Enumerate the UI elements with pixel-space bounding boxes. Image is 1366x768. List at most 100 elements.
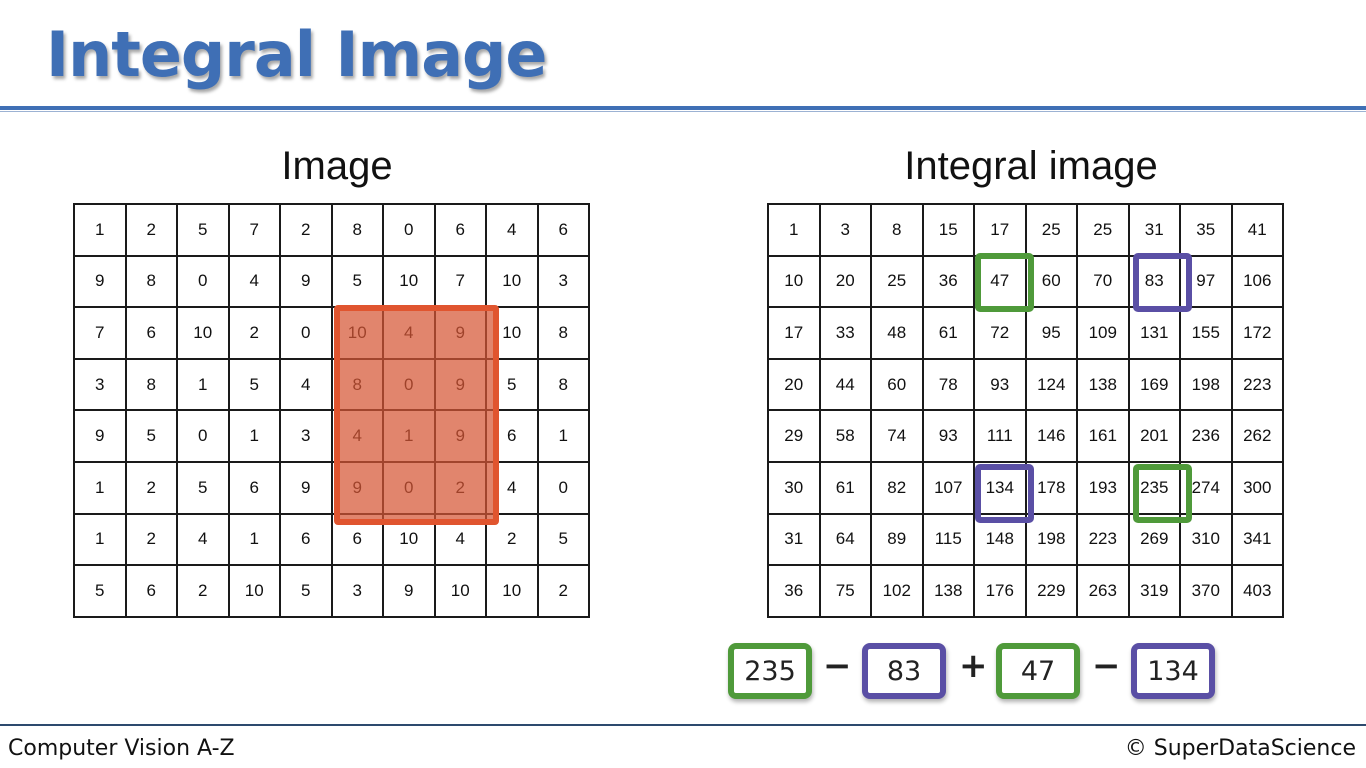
integral-grid-cell: 61 (921, 306, 975, 360)
integral-grid-cell: 78 (921, 357, 975, 412)
integral-grid-row: 20 44 60 78 93 124 138 169 198 223 (767, 357, 1284, 412)
integral-grid-cell: 161 (1076, 409, 1130, 463)
integral-grid-cell: 236 (1179, 409, 1233, 463)
image-grid-cell: 0 (279, 306, 333, 360)
image-grid-cell: 0 (382, 203, 436, 257)
image-grid-cell: 6 (279, 512, 333, 567)
image-grid-cell: 10 (227, 564, 281, 618)
integral-grid-cell: 106 (1230, 254, 1284, 309)
integral-grid-cell: 82 (870, 460, 924, 515)
integral-grid-cell: 109 (1076, 306, 1130, 360)
image-grid-cell: 1 (176, 357, 230, 412)
image-grid-cell: 3 (330, 564, 384, 618)
image-grid-row: 3815480958 (73, 357, 590, 412)
image-grid-cell: 8 (536, 357, 590, 412)
integral-grid-cell: 75 (818, 564, 872, 618)
highlighted-region (334, 305, 499, 525)
integral-grid-cell: 29 (767, 409, 821, 463)
integral-grid-cell: 93 (921, 409, 975, 463)
image-grid-cell: 9 (279, 460, 333, 515)
image-grid-cell: 5 (124, 409, 178, 463)
integral-grid-cell: 8 (870, 203, 924, 257)
image-grid-row: 1 2 4 1 6 6 10 4 2 5 (73, 512, 590, 567)
integral-grid-cell: 10 (767, 254, 821, 309)
integral-grid-cell: 15 (921, 203, 975, 257)
image-grid-cell: 6 (536, 203, 590, 257)
image-grid: 1257280646980495107103761020104910838154… (73, 203, 590, 618)
image-grid-cell: 1 (73, 512, 127, 567)
corner-highlight-bottom-right (1133, 464, 1192, 523)
image-grid-cell: 9 (279, 254, 333, 309)
corner-highlight-top-left (975, 253, 1034, 312)
image-grid-cell: 6 (433, 203, 487, 257)
integral-grid-heading: Integral image (904, 144, 1158, 188)
integral-grid-cell: 201 (1127, 409, 1181, 463)
image-grid-cell: 6 (124, 564, 178, 618)
integral-grid-cell: 48 (870, 306, 924, 360)
integral-grid-cell: 31 (767, 512, 821, 567)
integral-grid-cell: 319 (1127, 564, 1181, 618)
image-grid-cell: 8 (124, 357, 178, 412)
image-grid-cell: 9 (73, 254, 127, 309)
image-grid-cell: 2 (279, 203, 333, 257)
integral-grid-cell: 102 (870, 564, 924, 618)
image-grid-cell: 5 (536, 512, 590, 567)
image-grid-cell: 2 (536, 564, 590, 618)
integral-grid-cell: 3 (818, 203, 872, 257)
integral-grid-cell: 61 (818, 460, 872, 515)
integral-grid-cell: 25 (1024, 203, 1078, 257)
image-grid-cell: 7 (73, 306, 127, 360)
integral-grid-cell: 300 (1230, 460, 1284, 515)
copyright: © SuperDataScience (1124, 736, 1356, 761)
equation-minus-2: − (1092, 646, 1121, 686)
course-name: Computer Vision A-Z (8, 736, 235, 761)
image-grid-cell: 4 (176, 512, 230, 567)
integral-grid-cell: 1 (767, 203, 821, 257)
integral-grid-cell: 131 (1127, 306, 1181, 360)
image-grid-cell: 10 (485, 564, 539, 618)
image-grid-cell: 8 (124, 254, 178, 309)
image-grid-cell: 8 (536, 306, 590, 360)
corner-highlight-top-right (1133, 253, 1192, 312)
image-grid-cell: 2 (124, 203, 178, 257)
image-grid-row: 9501341961 (73, 409, 590, 463)
image-grid-cell: 1 (73, 460, 127, 515)
image-grid-cell: 6 (124, 306, 178, 360)
integral-grid-cell: 155 (1179, 306, 1233, 360)
equation-term-134: 134 (1131, 643, 1215, 699)
integral-grid-cell: 172 (1230, 306, 1284, 360)
image-grid-row: 1256990240 (73, 460, 590, 515)
image-grid-cell: 2 (124, 460, 178, 515)
corner-highlight-bottom-left (975, 464, 1034, 523)
integral-grid-cell: 124 (1024, 357, 1078, 412)
integral-grid-cell: 60 (870, 357, 924, 412)
image-grid-cell: 1 (227, 512, 281, 567)
integral-grid-cell: 72 (973, 306, 1027, 360)
integral-grid-cell: 36 (767, 564, 821, 618)
integral-grid-cell: 31 (1127, 203, 1181, 257)
integral-grid-row: 36 75 102 138 176 229 263 319 370 403 (767, 564, 1284, 618)
image-grid-cell: 3 (73, 357, 127, 412)
equation-plus: + (959, 646, 988, 686)
image-grid-cell: 4 (485, 203, 539, 257)
integral-grid-cell: 169 (1127, 357, 1181, 412)
image-grid-cell: 2 (124, 512, 178, 567)
image-grid-cell: 5 (73, 564, 127, 618)
image-grid-cell: 4 (227, 254, 281, 309)
image-grid-cell: 1 (536, 409, 590, 463)
integral-grid-cell: 20 (767, 357, 821, 412)
integral-grid-cell: 229 (1024, 564, 1078, 618)
integral-grid-cell: 93 (973, 357, 1027, 412)
equation-term-83: 83 (862, 643, 946, 699)
integral-grid-cell: 70 (1076, 254, 1130, 309)
integral-grid-cell: 138 (1076, 357, 1130, 412)
integral-grid-row: 17 33 48 61 72 95 109 131 155 172 (767, 306, 1284, 360)
image-grid-row: 5 6 2 10 5 3 9 10 10 2 (73, 564, 590, 618)
image-grid-cell: 3 (279, 409, 333, 463)
integral-grid-cell: 403 (1230, 564, 1284, 618)
image-grid-row: 7610201049108 (73, 306, 590, 360)
integral-grid-cell: 58 (818, 409, 872, 463)
integral-grid-cell: 115 (921, 512, 975, 567)
image-grid-cell: 0 (536, 460, 590, 515)
